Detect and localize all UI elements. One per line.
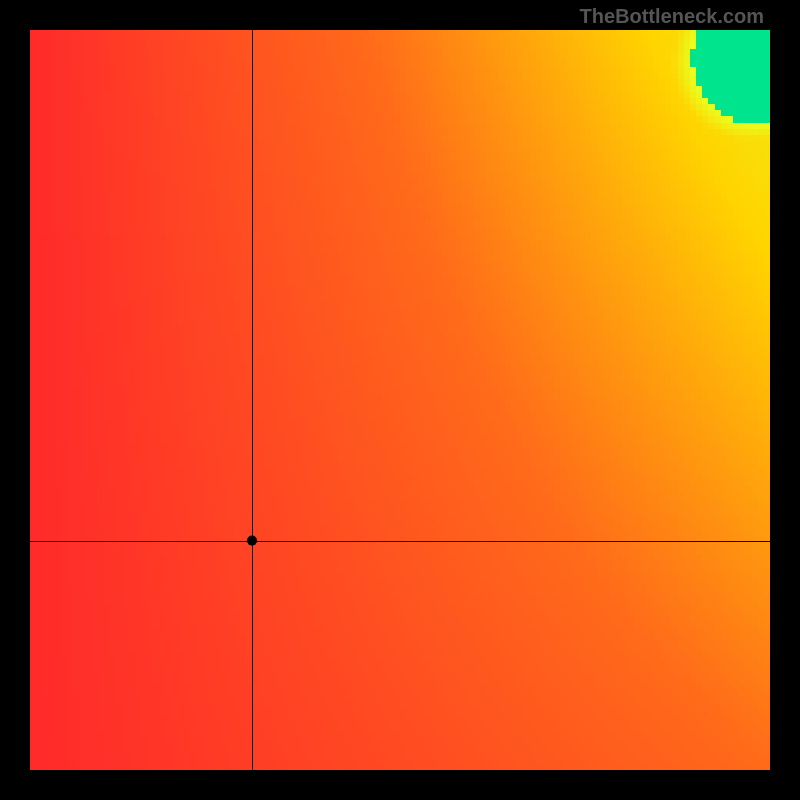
heatmap-canvas	[0, 0, 800, 800]
watermark-text: TheBottleneck.com	[580, 6, 764, 29]
chart-container: TheBottleneck.com	[0, 0, 800, 800]
